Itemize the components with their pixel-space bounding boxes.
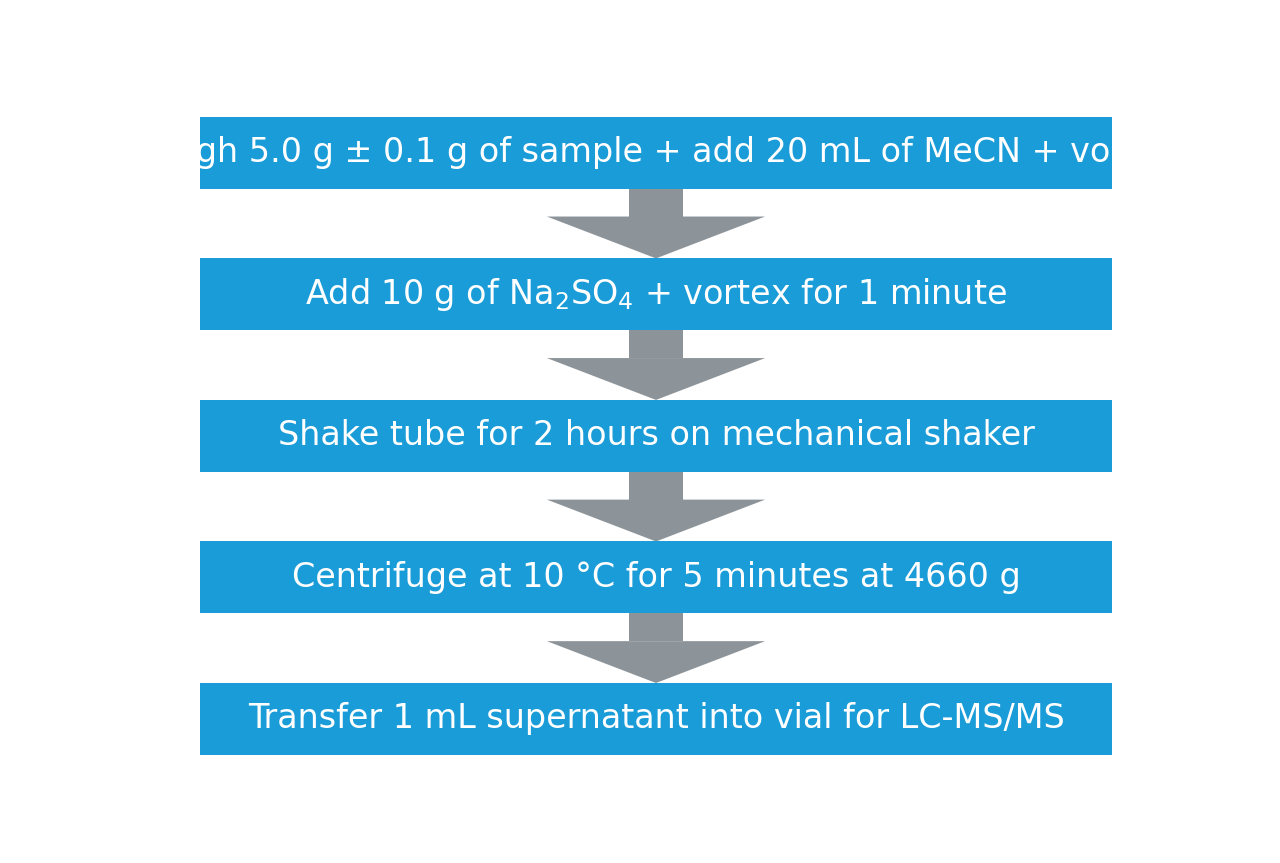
Bar <box>628 189 684 217</box>
Polygon shape <box>547 217 765 258</box>
Bar <box>200 541 1112 614</box>
Text: Centrifuge at 10 °C for 5 minutes at 4660 g: Centrifuge at 10 °C for 5 minutes at 466… <box>292 561 1020 594</box>
Bar <box>200 400 1112 472</box>
Polygon shape <box>547 358 765 400</box>
Bar <box>628 331 684 358</box>
Bar <box>628 472 684 500</box>
Bar <box>200 117 1112 189</box>
Text: Weigh 5.0 g ± 0.1 g of sample + add 20 mL of MeCN + vortex: Weigh 5.0 g ± 0.1 g of sample + add 20 m… <box>136 136 1176 169</box>
Polygon shape <box>547 500 765 541</box>
Bar <box>200 258 1112 331</box>
Bar <box>200 683 1112 755</box>
Polygon shape <box>547 641 765 683</box>
Text: Shake tube for 2 hours on mechanical shaker: Shake tube for 2 hours on mechanical sha… <box>278 419 1034 452</box>
Bar <box>628 614 684 641</box>
Text: Add 10 g of Na$_2$SO$_4$ + vortex for 1 minute: Add 10 g of Na$_2$SO$_4$ + vortex for 1 … <box>305 276 1007 312</box>
Text: Transfer 1 mL supernatant into vial for LC-MS/MS: Transfer 1 mL supernatant into vial for … <box>247 702 1065 735</box>
